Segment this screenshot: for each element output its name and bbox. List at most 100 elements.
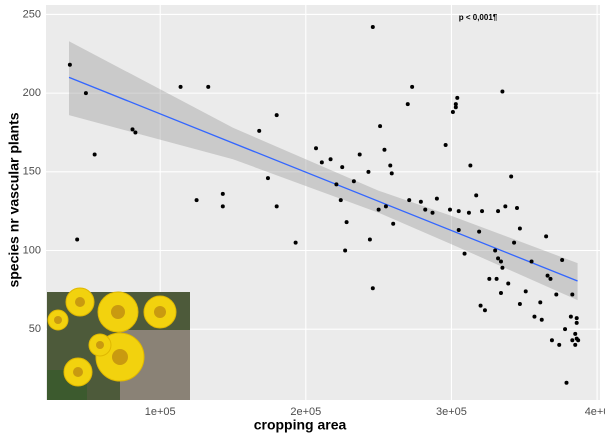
point (494, 276, 499, 281)
point (338, 198, 343, 203)
point (340, 165, 345, 170)
point (529, 259, 534, 264)
point (564, 380, 569, 385)
point (83, 91, 88, 96)
point (382, 147, 387, 152)
point (430, 210, 435, 215)
x-tick-label: 1e+05 (145, 406, 176, 418)
point (418, 199, 423, 204)
point (178, 84, 183, 89)
point (453, 105, 458, 110)
point (455, 95, 460, 100)
point (328, 157, 333, 162)
point (509, 174, 514, 179)
point (75, 237, 80, 242)
point (265, 176, 270, 181)
point (314, 146, 319, 151)
point (493, 248, 498, 253)
point (92, 152, 97, 157)
point (568, 314, 573, 319)
point (466, 210, 471, 215)
point (206, 84, 211, 89)
point (133, 130, 138, 135)
point (477, 229, 482, 234)
point (376, 207, 381, 212)
point (570, 338, 575, 343)
point (447, 207, 452, 212)
point (545, 273, 550, 278)
point (194, 198, 199, 203)
point (574, 320, 579, 325)
x-axis-label: cropping area (254, 417, 347, 433)
point (293, 240, 298, 245)
point (554, 292, 559, 297)
point (478, 303, 483, 308)
point (344, 220, 349, 225)
point (366, 169, 371, 174)
point (319, 160, 324, 165)
point (498, 290, 503, 295)
point (549, 338, 554, 343)
point (574, 336, 579, 341)
point (573, 342, 578, 347)
point (557, 342, 562, 347)
x-tick-label: 2e+05 (290, 406, 321, 418)
x-tick-label: 4e+0 (585, 406, 605, 418)
point (383, 204, 388, 209)
point (500, 265, 505, 270)
point (532, 314, 537, 319)
point (456, 228, 461, 233)
point (548, 276, 553, 281)
point (378, 124, 383, 129)
point (563, 327, 568, 332)
point (391, 221, 396, 226)
point (67, 62, 72, 67)
inset-photo (47, 287, 190, 400)
point (370, 25, 375, 30)
y-tick-label: 250 (23, 8, 41, 20)
point (496, 209, 501, 214)
point (343, 248, 348, 253)
point (370, 286, 375, 291)
point (482, 308, 487, 313)
point (389, 171, 394, 176)
point (453, 102, 458, 107)
point (574, 316, 579, 321)
point (334, 182, 339, 187)
point (405, 102, 410, 107)
point (570, 292, 575, 297)
point (480, 209, 485, 214)
x-tick-label: 3e+05 (436, 406, 467, 418)
y-tick-label: 200 (23, 87, 41, 99)
point (517, 226, 522, 231)
y-tick-label: 100 (23, 244, 41, 256)
point (274, 113, 279, 118)
point (220, 191, 225, 196)
point (130, 127, 135, 132)
point (410, 84, 415, 89)
point (388, 163, 393, 168)
point (351, 179, 356, 184)
point (512, 240, 517, 245)
y-axis-label: species nr vascular plants (6, 112, 22, 287)
point (560, 257, 565, 262)
point (357, 152, 362, 157)
point (523, 289, 528, 294)
point (474, 193, 479, 198)
point (539, 317, 544, 322)
point (538, 300, 543, 305)
point (443, 143, 448, 148)
point (514, 206, 519, 211)
point (423, 207, 428, 212)
point (462, 251, 467, 256)
point (573, 331, 578, 336)
point (500, 89, 505, 94)
point (257, 128, 262, 133)
confidence-band (69, 41, 578, 301)
point (487, 276, 492, 281)
y-tick-label: 150 (23, 166, 41, 178)
point (274, 204, 279, 209)
regression-line (68, 76, 578, 282)
point (517, 302, 522, 307)
